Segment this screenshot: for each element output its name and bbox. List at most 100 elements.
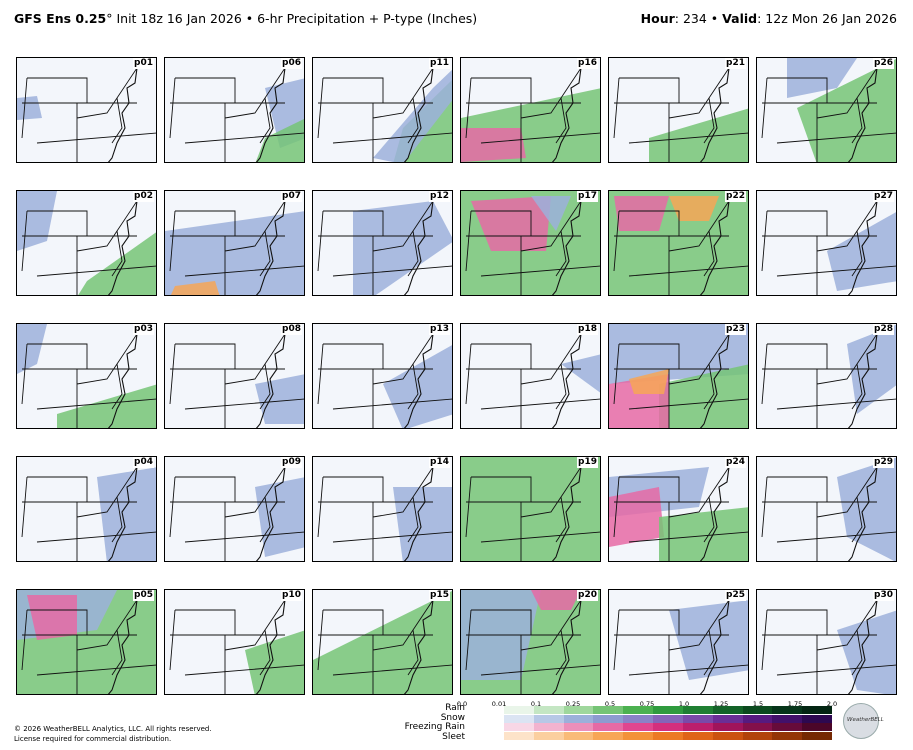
ensemble-panel-p01: p01	[16, 57, 157, 163]
color-swatch	[653, 731, 683, 740]
coastline	[847, 67, 878, 162]
member-label: p24	[725, 457, 746, 468]
state-borders	[465, 195, 600, 295]
color-swatch	[712, 731, 743, 740]
freezing-area	[461, 128, 526, 162]
panel-map-p23	[609, 324, 748, 428]
panel-map-p17	[461, 191, 600, 295]
member-label: p26	[873, 58, 894, 69]
member-label: p25	[725, 590, 746, 601]
ensemble-panel-p29: p29	[756, 456, 897, 562]
panel-map-p27	[761, 195, 896, 295]
panel-map-p24	[609, 461, 748, 561]
coastline	[403, 599, 434, 694]
valid-time: Hour: 234 • Valid: 12z Mon 26 Jan 2026	[640, 11, 897, 26]
snow-area	[255, 477, 304, 557]
color-swatch	[653, 706, 683, 714]
coastline	[551, 599, 582, 694]
color-swatch	[504, 731, 534, 740]
ensemble-panel-p30: p30	[756, 589, 897, 695]
member-label: p20	[577, 590, 598, 601]
state-borders	[613, 328, 748, 428]
snow-area	[837, 610, 896, 694]
coastline	[107, 333, 138, 428]
state-borders	[169, 62, 304, 162]
snow-area	[393, 487, 452, 561]
color-swatch	[593, 706, 624, 714]
coastline	[403, 200, 434, 295]
member-label: p02	[133, 191, 154, 202]
logo-text: WeatherBELL	[847, 717, 884, 723]
panel-map-p06	[169, 62, 304, 162]
color-swatch	[593, 723, 624, 731]
ensemble-panel-p26: p26	[756, 57, 897, 163]
member-label: p06	[281, 58, 302, 69]
coastline	[255, 200, 286, 295]
ensemble-panel-p16: p16	[460, 57, 601, 163]
state-borders	[761, 461, 896, 561]
snow-area	[17, 96, 42, 120]
color-swatch	[712, 723, 743, 731]
coastline	[255, 67, 286, 162]
coastline	[255, 466, 286, 561]
panel-map-p30	[761, 594, 896, 694]
panel-map-p13	[317, 328, 452, 428]
legend-tick: 0.1	[530, 700, 542, 708]
member-label: p07	[281, 191, 302, 202]
panel-map-p19	[461, 457, 600, 561]
panel-map-p11	[317, 62, 452, 162]
coastline	[107, 200, 138, 295]
color-swatch	[682, 723, 713, 731]
legend-tick: 1.5	[752, 700, 764, 708]
coastline	[551, 200, 582, 295]
coastline	[847, 599, 878, 694]
freezing-area	[614, 196, 669, 231]
freezing-area	[531, 590, 581, 610]
sleet-area	[669, 196, 719, 221]
panel-map-p04	[21, 461, 156, 561]
color-swatch	[682, 706, 713, 714]
license-text: License required for commercial distribu…	[14, 735, 172, 743]
color-swatch	[802, 714, 832, 723]
member-label: p22	[725, 191, 746, 202]
state-borders	[21, 461, 156, 561]
freezing-area	[27, 595, 77, 640]
freezing-area	[471, 196, 551, 251]
ensemble-panel-p07: p07	[164, 190, 305, 296]
sleet-area	[629, 369, 669, 394]
snow-area	[373, 69, 452, 162]
ensemble-panel-p11: p11	[312, 57, 453, 163]
color-swatch	[593, 714, 624, 723]
snow-area	[383, 345, 452, 428]
rain-area	[255, 118, 304, 162]
rain-area	[659, 507, 748, 561]
panel-map-p03	[17, 324, 156, 428]
copyright-notice: © 2026 WeatherBELL Analytics, LLC. All r…	[14, 724, 212, 744]
panel-map-p12	[317, 195, 452, 295]
coastline	[847, 200, 878, 295]
panel-map-p15	[313, 590, 452, 694]
state-borders	[761, 594, 896, 694]
legend-tick: 0.5	[604, 700, 616, 708]
snow-area	[837, 457, 896, 561]
ptype-label: Rain	[445, 703, 465, 713]
coastline	[847, 333, 878, 428]
coastline	[699, 466, 730, 561]
color-swatch	[682, 731, 713, 740]
panel-map-p25	[613, 594, 748, 694]
state-borders	[317, 594, 452, 694]
ensemble-panel-p08: p08	[164, 323, 305, 429]
rain-area	[659, 364, 748, 428]
state-borders	[465, 328, 600, 428]
color-swatch	[563, 731, 594, 740]
coastline	[107, 599, 138, 694]
state-borders	[613, 195, 748, 295]
sleet-color-ramp	[504, 731, 832, 740]
rain-color-ramp	[504, 706, 832, 714]
member-label: p15	[429, 590, 450, 601]
member-label: p08	[281, 324, 302, 335]
ensemble-panel-p27: p27	[756, 190, 897, 296]
rain-area	[57, 384, 156, 428]
ensemble-panel-p19: p19	[460, 456, 601, 562]
color-swatch	[682, 714, 713, 723]
